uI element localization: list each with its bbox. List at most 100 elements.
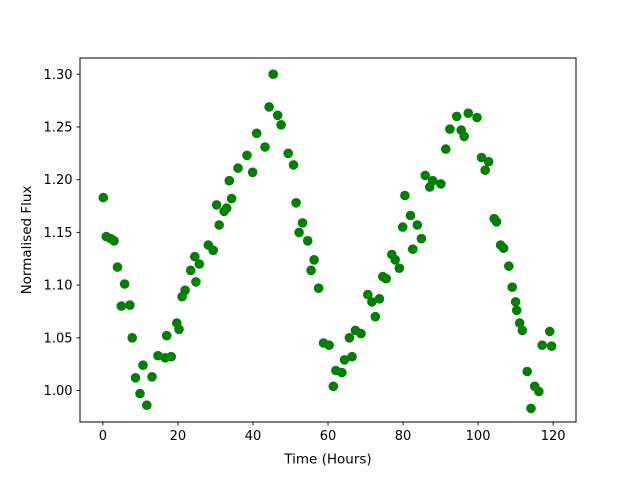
data-point bbox=[190, 251, 200, 262]
data-point bbox=[356, 328, 366, 339]
y-axis-label: Normalised Flux bbox=[19, 186, 35, 295]
x-tick-label: 0 bbox=[99, 429, 107, 444]
data-point bbox=[463, 108, 474, 118]
data-point bbox=[208, 245, 218, 256]
data-point bbox=[526, 403, 536, 414]
data-point bbox=[544, 326, 555, 337]
data-point bbox=[324, 340, 334, 351]
data-point bbox=[224, 175, 235, 186]
data-point bbox=[161, 330, 172, 341]
data-point bbox=[347, 351, 357, 362]
data-point bbox=[546, 341, 557, 352]
y-tick-label: 1.25 bbox=[44, 121, 73, 136]
x-tick-label: 40 bbox=[245, 429, 262, 444]
data-point bbox=[400, 190, 410, 201]
axes-spines bbox=[79, 57, 577, 423]
data-point bbox=[309, 254, 319, 265]
y-tick-label: 1.00 bbox=[44, 384, 73, 399]
data-point bbox=[436, 179, 446, 189]
data-point bbox=[288, 160, 299, 170]
data-point bbox=[302, 236, 313, 246]
data-point bbox=[127, 333, 137, 343]
data-point bbox=[242, 150, 252, 161]
data-point bbox=[534, 386, 544, 397]
data-point bbox=[394, 263, 405, 274]
data-point bbox=[363, 289, 373, 300]
data-point bbox=[472, 112, 482, 123]
data-point bbox=[264, 102, 274, 112]
data-point bbox=[374, 294, 385, 304]
data-point bbox=[420, 170, 431, 181]
data-point bbox=[130, 373, 141, 383]
data-point bbox=[476, 152, 487, 163]
data-point bbox=[412, 220, 423, 230]
data-point bbox=[272, 110, 283, 121]
data-point bbox=[459, 131, 470, 142]
data-point bbox=[125, 300, 135, 310]
data-point bbox=[166, 351, 176, 362]
data-point bbox=[483, 156, 494, 167]
data-point bbox=[211, 200, 222, 210]
data-point bbox=[142, 400, 152, 411]
data-point bbox=[416, 233, 427, 244]
y-tick-label: 1.15 bbox=[44, 226, 73, 241]
data-point bbox=[135, 388, 145, 399]
x-tick-label: 120 bbox=[541, 429, 566, 444]
data-point bbox=[174, 324, 184, 335]
data-point bbox=[214, 220, 224, 230]
x-tick-label: 60 bbox=[320, 429, 337, 444]
data-point bbox=[427, 175, 438, 186]
data-point bbox=[451, 111, 462, 122]
plot-area: 0 20 40 60 80 100 120 1.00 1.05 1.10 1.15 1.20 1.25 1… bbox=[44, 57, 577, 444]
data-point bbox=[306, 265, 316, 276]
data-point bbox=[370, 311, 381, 322]
data-point bbox=[408, 244, 418, 254]
data-point bbox=[337, 367, 347, 378]
x-tick-label: 100 bbox=[466, 429, 491, 444]
data-point bbox=[507, 282, 517, 293]
data-point bbox=[339, 355, 350, 365]
data-point bbox=[98, 192, 109, 203]
data-point bbox=[112, 262, 123, 272]
data-point bbox=[226, 193, 237, 204]
data-point bbox=[147, 372, 157, 382]
data-point bbox=[328, 381, 339, 392]
data-point bbox=[517, 325, 528, 336]
data-point bbox=[445, 124, 455, 134]
y-tick-label: 1.10 bbox=[44, 279, 73, 294]
data-point bbox=[119, 279, 130, 289]
data-point bbox=[504, 261, 514, 271]
data-point bbox=[294, 227, 304, 238]
data-point bbox=[511, 305, 522, 316]
data-point bbox=[441, 144, 451, 154]
data-point bbox=[233, 163, 243, 173]
data-point bbox=[381, 273, 392, 284]
data-point bbox=[498, 243, 509, 253]
data-point bbox=[344, 333, 355, 343]
data-point bbox=[180, 285, 190, 296]
data-point bbox=[405, 210, 416, 221]
data-point bbox=[276, 120, 286, 130]
data-point bbox=[537, 340, 547, 351]
data-point bbox=[194, 259, 205, 269]
y-tick-label: 1.20 bbox=[44, 173, 73, 188]
data-point bbox=[153, 350, 163, 361]
data-point bbox=[221, 203, 232, 213]
y-tick-label: 1.05 bbox=[44, 331, 73, 346]
data-point bbox=[247, 167, 258, 178]
data-point bbox=[297, 218, 308, 228]
data-point bbox=[283, 148, 294, 159]
x-axis-label: Time (Hours) bbox=[283, 452, 371, 468]
data-point bbox=[191, 277, 201, 287]
data-point bbox=[510, 297, 521, 307]
data-point bbox=[268, 69, 279, 79]
data-point bbox=[185, 265, 196, 276]
data-point bbox=[397, 222, 408, 232]
data-point bbox=[514, 318, 525, 328]
data-point bbox=[480, 165, 491, 175]
x-tick-label: 80 bbox=[395, 429, 412, 444]
data-point bbox=[491, 217, 502, 227]
data-point bbox=[367, 297, 377, 307]
